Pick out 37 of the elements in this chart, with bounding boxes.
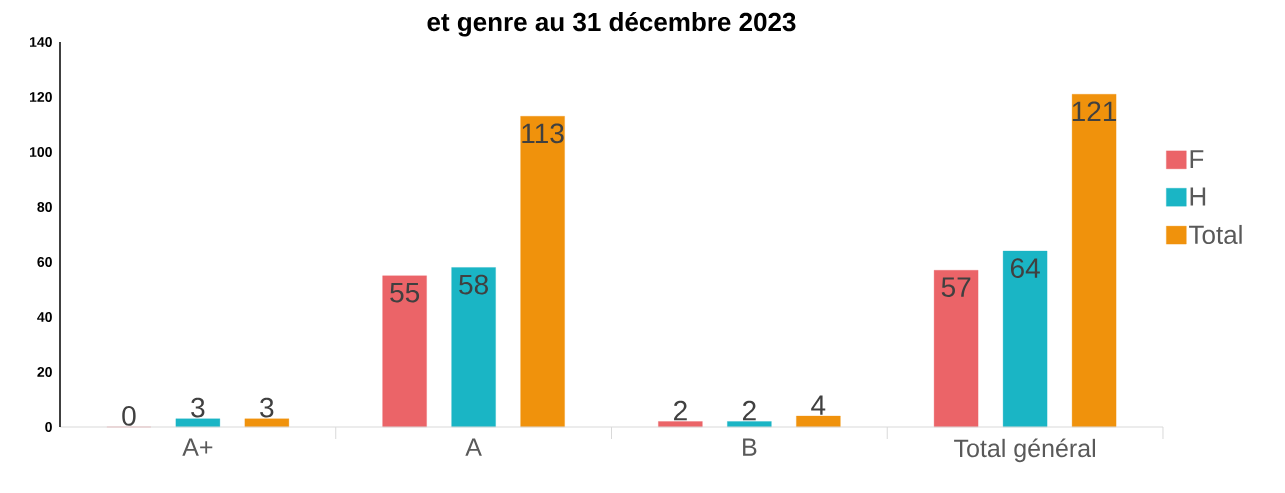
- bar: [451, 267, 496, 428]
- data-label: 2: [674, 400, 687, 421]
- legend-label: H: [1190, 187, 1206, 206]
- y-tick-label: 0: [45, 422, 52, 432]
- bar: [520, 116, 565, 428]
- x-tick-label: B: [743, 438, 757, 456]
- bar: [1071, 94, 1117, 428]
- x-tick-label: A+: [182, 438, 213, 456]
- y-tick-label: 40: [37, 312, 52, 322]
- x-tick-label: Total général: [954, 438, 1095, 463]
- data-label: 3: [260, 397, 274, 418]
- data-label: 0: [122, 405, 136, 426]
- y-tick-label: 80: [37, 202, 52, 212]
- bar: [244, 418, 290, 428]
- legend-label: Total: [1189, 224, 1242, 245]
- data-label: 2: [742, 400, 756, 421]
- data-label: 64: [1010, 258, 1040, 279]
- y-tick-label: 20: [37, 367, 52, 377]
- y-tick-label: 60: [37, 257, 52, 267]
- data-label: 58: [459, 274, 488, 295]
- y-tick-label: 100: [29, 147, 52, 157]
- data-label: 113: [522, 123, 564, 144]
- data-label: 121: [1072, 101, 1117, 121]
- data-label: 3: [191, 397, 205, 418]
- bar: [796, 415, 841, 428]
- bar: [175, 418, 221, 428]
- data-label: 57: [941, 277, 971, 297]
- bar: [382, 275, 427, 428]
- y-tick-label: 140: [29, 37, 52, 47]
- bar: [933, 270, 979, 428]
- data-label: 55: [390, 282, 420, 303]
- data-label: 4: [811, 395, 826, 415]
- legend-label: F: [1190, 150, 1204, 169]
- y-tick-label: 120: [29, 92, 52, 102]
- x-tick-label: A: [465, 438, 482, 456]
- bar: [1002, 250, 1048, 428]
- chart-title: et genre au 31 décembre 2023: [427, 11, 796, 37]
